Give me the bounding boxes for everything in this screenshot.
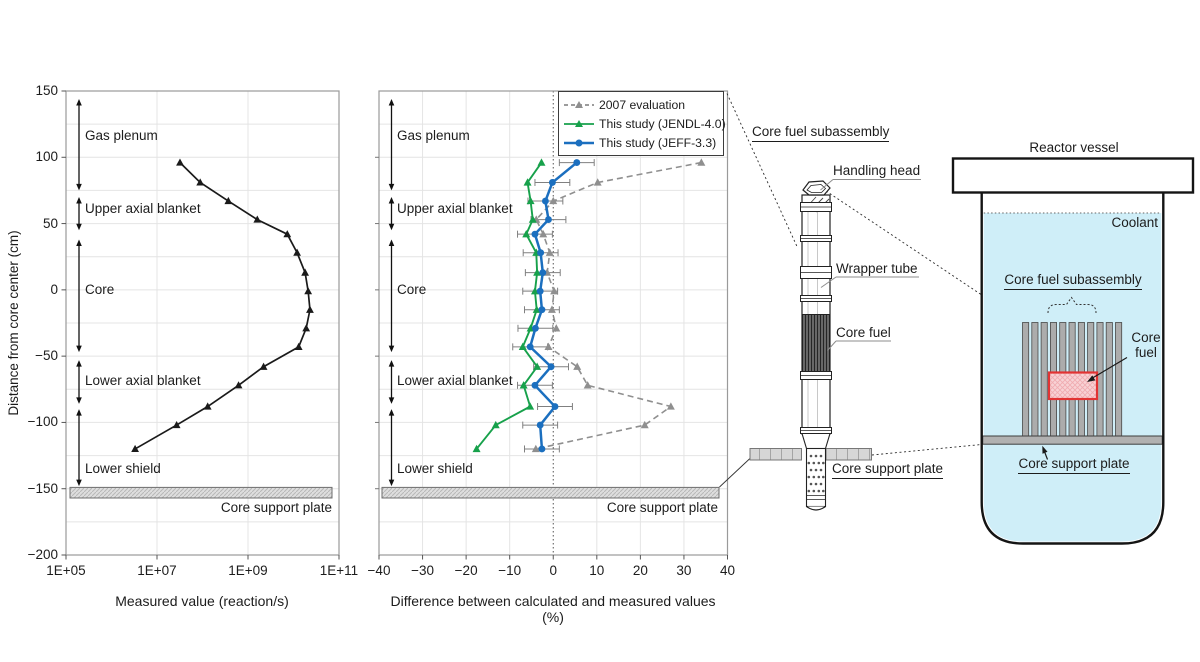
legend-item-2007-evaluation: 2007 evaluation bbox=[564, 95, 718, 114]
legend-label: This study (JENDL-4.0) bbox=[599, 116, 726, 131]
x-tick-label: 1E+05 bbox=[46, 563, 86, 578]
middle-chart-core-support-plate-label: Core support plate bbox=[606, 500, 718, 515]
x-tick-label: 1E+09 bbox=[228, 563, 268, 578]
x-tick-label: −30 bbox=[411, 563, 435, 578]
vessel-core-fuel-line2: fuel bbox=[1135, 345, 1157, 360]
left-chart-x-axis-title: Measured value (reaction/s) bbox=[115, 593, 289, 609]
subassembly-title: Core fuel subassembly bbox=[752, 124, 890, 142]
y-tick-label: 0 bbox=[50, 281, 58, 297]
region-label-gas-plenum: Gas plenum bbox=[85, 128, 158, 143]
subassembly-core-support-plate-text: Core support plate bbox=[832, 461, 944, 479]
region-label-upper-axial-blanket: Upper axial blanket bbox=[85, 201, 201, 216]
vessel-subassembly-label: Core fuel subassembly bbox=[973, 272, 1173, 290]
x-tick-label: 1E+11 bbox=[319, 563, 359, 578]
region-label-core: Core bbox=[397, 282, 427, 297]
x-tick-label: 10 bbox=[589, 563, 605, 578]
legend-swatch-jendl bbox=[564, 119, 594, 127]
region-label-lower-axial-blanket: Lower axial blanket bbox=[85, 373, 201, 388]
region-label-lower-axial-blanket: Lower axial blanket bbox=[397, 373, 513, 388]
vessel-core-support-plate-text: Core support plate bbox=[1018, 456, 1130, 474]
legend-item-jendl-4-0: This study (JENDL-4.0) bbox=[564, 114, 726, 133]
core-fuel-label: Core fuel bbox=[836, 325, 891, 340]
region-label-lower-shield: Lower shield bbox=[397, 461, 473, 476]
y-tick-label: 50 bbox=[42, 215, 58, 231]
vessel-core-support-plate-label: Core support plate bbox=[974, 456, 1174, 474]
y-tick-label: 150 bbox=[35, 83, 58, 98]
middle-chart-x-axis-title: Difference between calculated and measur… bbox=[390, 593, 716, 625]
legend-label: This study (JEFF-3.3) bbox=[599, 135, 717, 150]
y-axis-title: Distance from core center (cm) bbox=[6, 230, 21, 416]
y-tick-label: −100 bbox=[27, 414, 58, 430]
reactor-vessel-label: Reactor vessel bbox=[1029, 140, 1119, 155]
x-tick-label: −10 bbox=[498, 563, 522, 578]
x-tick-label: −20 bbox=[454, 563, 478, 578]
subassembly-title-text: Core fuel subassembly bbox=[752, 124, 890, 142]
y-tick-label: 100 bbox=[35, 149, 58, 165]
x-tick-label: −40 bbox=[367, 563, 391, 578]
x-tick-label: 30 bbox=[676, 563, 692, 578]
subassembly-core-support-plate-label: Core support plate bbox=[832, 461, 944, 479]
wrapper-tube-label: Wrapper tube bbox=[836, 261, 918, 276]
region-label-core: Core bbox=[85, 282, 115, 297]
x-tick-label: 40 bbox=[719, 563, 736, 578]
y-tick-label: −150 bbox=[27, 480, 58, 496]
legend: 2007 evaluation This study (JENDL-4.0) T… bbox=[558, 91, 726, 156]
handling-head-label: Handling head bbox=[833, 163, 921, 178]
y-tick-label: −200 bbox=[27, 547, 58, 562]
x-tick-label: 1E+07 bbox=[137, 563, 177, 578]
legend-item-jeff-3-3: This study (JEFF-3.3) bbox=[564, 133, 718, 152]
left-chart-core-support-plate-label: Core support plate bbox=[220, 500, 332, 515]
region-label-lower-shield: Lower shield bbox=[85, 461, 161, 476]
vessel-subassembly-text: Core fuel subassembly bbox=[1004, 272, 1142, 290]
vessel-core-fuel-line1: Core bbox=[1131, 330, 1161, 345]
vessel-core-fuel-label: Core fuel bbox=[1116, 330, 1176, 360]
region-label-upper-axial-blanket: Upper axial blanket bbox=[397, 201, 513, 216]
coolant-label: Coolant bbox=[1111, 215, 1158, 230]
y-tick-label: −50 bbox=[35, 348, 58, 364]
legend-swatch-jeff bbox=[564, 139, 594, 146]
x-tick-label: 20 bbox=[632, 563, 648, 578]
region-label-gas-plenum: Gas plenum bbox=[397, 128, 470, 143]
legend-label: 2007 evaluation bbox=[599, 97, 686, 112]
legend-swatch-2007 bbox=[564, 100, 594, 108]
x-tick-label: 0 bbox=[549, 563, 557, 578]
